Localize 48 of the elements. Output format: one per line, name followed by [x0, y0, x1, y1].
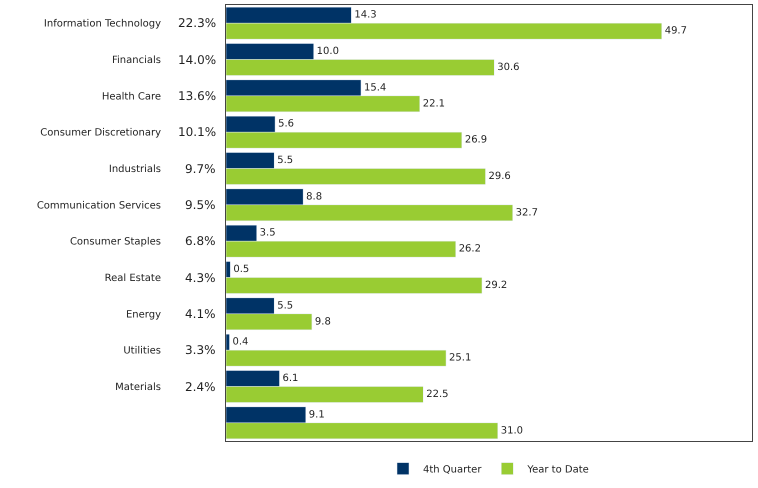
y-tick-label: Communication Services	[36, 200, 161, 212]
text: 4.1%	[185, 307, 216, 321]
data-label: 3.5	[260, 228, 276, 239]
data-label: 5.5	[277, 300, 294, 312]
data-label: 31.0	[500, 425, 524, 436]
text: 13.6%	[178, 89, 216, 103]
y-tick-label: Energy	[126, 309, 162, 320]
data-label: 10.0	[316, 46, 339, 58]
y-tick-label: Consumer Discretionary	[40, 128, 162, 139]
data-label: 0.5	[233, 264, 250, 276]
y-tick-label: Industrials	[108, 164, 161, 175]
y-tick-label: Real Estate	[104, 273, 161, 284]
y-tick-label: Information Technology	[44, 18, 162, 30]
data-label: 49.7	[664, 26, 687, 37]
text: 3.3%	[185, 343, 216, 357]
y-tick-label: Financials	[112, 55, 161, 66]
y-tick-label: Health Care	[102, 91, 161, 102]
y-tick-label: Utilities	[123, 346, 161, 357]
text: 6.8%	[185, 234, 216, 248]
text: 4.3%	[185, 271, 216, 285]
data-label: 26.2	[458, 244, 481, 255]
data-label: 5.6	[278, 118, 294, 130]
text: 2.4%	[185, 380, 216, 394]
legend-label: Year to Date	[526, 464, 589, 476]
text: 9.5%	[185, 198, 216, 212]
data-label: 8.8	[306, 191, 322, 202]
data-label: 14.3	[354, 10, 377, 21]
text: 14.0%	[178, 53, 216, 67]
data-label: 5.5	[277, 155, 294, 166]
text: 9.7%	[185, 162, 216, 176]
legend-label: 4th Quarter	[423, 464, 482, 476]
y-tick-label: Materials	[115, 382, 161, 393]
text: 22.3%	[178, 16, 216, 30]
data-label: 9.1	[308, 409, 325, 420]
data-label: 22.5	[426, 388, 449, 400]
data-label: 9.8	[314, 316, 331, 328]
data-label: 0.4	[232, 336, 248, 348]
data-label: 30.6	[497, 62, 520, 73]
data-label: 26.9	[464, 134, 488, 146]
data-label: 25.1	[449, 352, 472, 364]
data-label: 29.6	[488, 170, 511, 182]
data-label: 32.7	[516, 207, 538, 218]
data-label: 29.2	[484, 280, 508, 291]
data-label: 6.1	[282, 373, 298, 384]
y-tick-label: Consumer Staples	[70, 236, 161, 248]
data-label: 15.4	[364, 82, 386, 94]
text: 10.1%	[178, 125, 216, 139]
data-label: 22.1	[422, 98, 446, 110]
